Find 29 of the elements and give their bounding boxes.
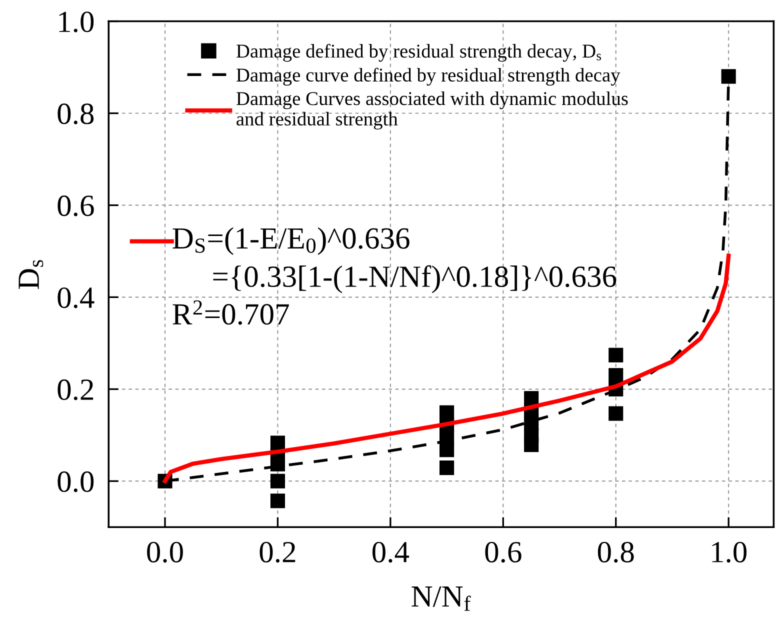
point	[721, 69, 736, 84]
y-tick-label: 0.4	[58, 287, 94, 308]
text: 0.0	[58, 471, 94, 492]
x-tick-label: 0.6	[485, 542, 522, 563]
annotation: D$_{S}$=(1-E/E$_{0}$)^0.636	[172, 227, 410, 255]
y-axis-title: D$_{s}$	[18, 260, 44, 290]
point	[608, 406, 624, 421]
annotation: R$^{2}$=0.707	[172, 300, 289, 325]
x-tick-label: 0.8	[598, 542, 634, 563]
x-axis-title: N/N$_{f}$	[412, 586, 471, 611]
legend-label: Damage defined by residual strength decay, D$_{s}$	[236, 44, 602, 62]
x-tick-label: 0.4	[372, 542, 410, 563]
point	[524, 438, 539, 452]
point	[270, 474, 285, 488]
point	[270, 494, 285, 508]
x-tick-label: 0.2	[260, 542, 296, 563]
point	[608, 348, 624, 362]
annotation: ={0.33[1-(1-N/Nf)^0.18]}^0.636	[213, 265, 616, 294]
legend-label: Damage curve defined by residual strength decay	[236, 68, 620, 86]
text: 0.0	[147, 542, 183, 563]
point	[440, 460, 454, 476]
point	[440, 442, 454, 458]
text: 1.0	[712, 542, 747, 563]
text: 1.0	[59, 12, 94, 32]
point	[608, 368, 624, 383]
y-tick-label: 0.8	[58, 104, 94, 124]
y-tick-label: 0.2	[58, 379, 94, 400]
y-tick-label: 0.6	[58, 195, 94, 216]
legend-label: Damage Curves associated with dynamic modulus and residual strength	[236, 91, 628, 130]
